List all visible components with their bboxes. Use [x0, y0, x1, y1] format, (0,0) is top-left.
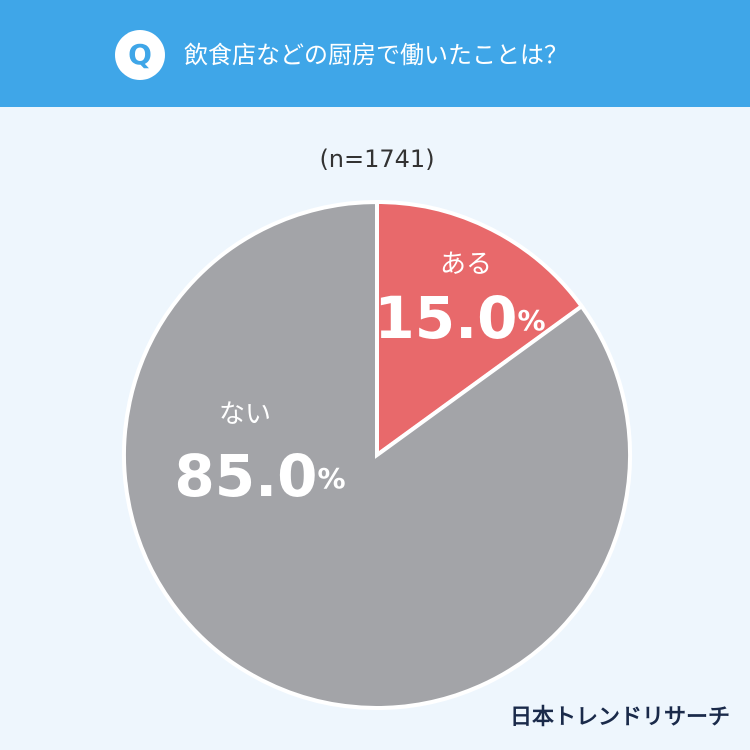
- pie: [122, 199, 632, 710]
- slice-category: ある: [440, 250, 492, 280]
- pie-slice: [122, 199, 632, 710]
- slice-value-label: 15.0%: [374, 284, 545, 352]
- chart-title: 飲食店などの厨房で働いたことは？: [184, 41, 568, 69]
- brand: 日本トレンドリサーチ: [510, 705, 730, 730]
- pie-slice: [375, 199, 585, 459]
- q-badge: [115, 30, 165, 80]
- pie-labels: ある 15.0% ない 85.0%: [174, 250, 545, 511]
- slice-category: ない: [219, 400, 271, 430]
- q-letter: Q: [128, 38, 152, 71]
- slice-value-label: 85.0%: [174, 442, 345, 510]
- chart-subtitle: (n=1741): [319, 145, 434, 173]
